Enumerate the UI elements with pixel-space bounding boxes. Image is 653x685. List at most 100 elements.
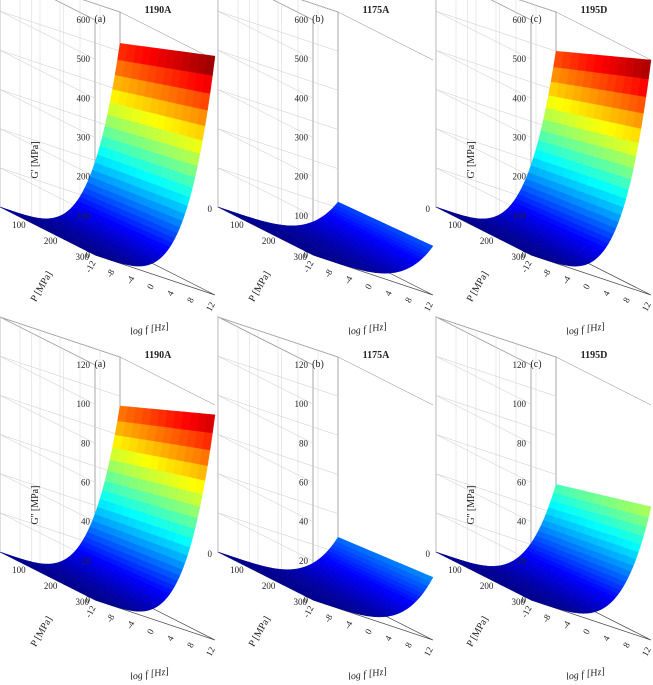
z-tick-label: 400 xyxy=(295,93,309,103)
panel-label: (a) xyxy=(94,14,105,25)
z-tick-label: 80 xyxy=(517,438,527,448)
panel-label: (c) xyxy=(530,14,541,25)
z-axis-label: G'' [MPa] xyxy=(466,486,477,525)
logf-tick-label: -4 xyxy=(342,619,355,631)
chart-panel: 01002003004005006000100200300-12-8-40481… xyxy=(208,0,435,338)
logf-tick-label: 4 xyxy=(601,633,612,642)
logf-tick-label: 4 xyxy=(165,288,176,297)
logf-tick-label: 0 xyxy=(363,282,374,291)
logf-tick-label: -12 xyxy=(301,604,315,619)
z-tick-label: 100 xyxy=(77,399,91,409)
z-tick-label: 20 xyxy=(81,556,91,566)
p-tick-label: 200 xyxy=(262,581,276,591)
logf-tick-label: 8 xyxy=(621,295,632,304)
z-tick-label: 80 xyxy=(299,438,309,448)
logf-tick-label: -4 xyxy=(560,619,573,631)
z-axis-label: G' [MPa] xyxy=(466,141,477,178)
back-wall-grid xyxy=(217,316,339,601)
p-tick-label: 300 xyxy=(76,597,90,607)
z-axis-label: G'' [MPa] xyxy=(30,486,41,525)
box-edge xyxy=(555,11,652,61)
logf-tick-label: 0 xyxy=(581,282,592,291)
panel-title: 1195D xyxy=(581,350,608,361)
logf-tick-label: 4 xyxy=(601,288,612,297)
z-tick-label: 500 xyxy=(77,54,91,64)
box-edge xyxy=(337,11,434,61)
p-tick-label: 0 xyxy=(208,549,213,559)
logf-tick-label: 12 xyxy=(422,300,435,313)
p-tick-label: 100 xyxy=(448,565,462,575)
back-wall-grid xyxy=(0,0,121,256)
z-tick-label: 60 xyxy=(299,478,309,488)
logf-tick-label: -12 xyxy=(83,604,97,619)
logf-axis-label: log f [Hz] xyxy=(565,321,606,337)
p-axis-label: P [MPa] xyxy=(29,615,55,649)
logf-tick-label: 4 xyxy=(383,633,394,642)
logf-tick-label: 12 xyxy=(422,645,435,658)
z-tick-label: 600 xyxy=(513,15,527,25)
p-tick-label: 100 xyxy=(12,220,26,230)
surface xyxy=(435,50,652,267)
z-tick-label: 500 xyxy=(513,54,527,64)
p-tick-label: 300 xyxy=(294,252,308,262)
z-tick-label: 300 xyxy=(295,133,309,143)
logf-axis-label: log f [Hz] xyxy=(347,666,388,682)
panel-label: (b) xyxy=(312,14,324,25)
p-tick-label: 300 xyxy=(76,252,90,262)
logf-tick-label: -8 xyxy=(322,267,335,279)
z-tick-label: 60 xyxy=(81,478,91,488)
p-tick-label: 100 xyxy=(230,220,244,230)
logf-tick-label: 0 xyxy=(581,627,592,636)
p-axis-label: P [MPa] xyxy=(29,270,55,304)
p-tick-label: 100 xyxy=(230,565,244,575)
p-tick-label: 0 xyxy=(208,204,213,214)
chart-panel: 0204060801001200100200300-12-8-404812G''… xyxy=(0,316,217,683)
logf-tick-label: 4 xyxy=(165,633,176,642)
logf-tick-label: -4 xyxy=(124,274,137,286)
p-tick-label: 0 xyxy=(426,204,431,214)
panel-title: 1190A xyxy=(145,5,172,16)
logf-tick-label: 8 xyxy=(403,295,414,304)
logf-tick-label: 12 xyxy=(204,300,217,313)
p-axis-label: P [MPa] xyxy=(247,270,273,304)
p-tick-label: 300 xyxy=(512,252,526,262)
p-tick-label: 200 xyxy=(480,581,494,591)
logf-tick-label: -4 xyxy=(560,274,573,286)
z-tick-label: 40 xyxy=(299,517,309,527)
p-tick-label: 200 xyxy=(262,236,276,246)
p-axis-label: P [MPa] xyxy=(465,615,491,649)
z-tick-label: 20 xyxy=(299,556,309,566)
logf-tick-label: 12 xyxy=(640,645,653,658)
logf-tick-label: 8 xyxy=(185,295,196,304)
surface xyxy=(0,405,216,612)
logf-tick-label: 8 xyxy=(621,640,632,649)
surface xyxy=(435,484,652,614)
logf-tick-label: -4 xyxy=(124,619,137,631)
logf-tick-label: -8 xyxy=(104,612,117,624)
p-tick-label: 200 xyxy=(480,236,494,246)
z-tick-label: 40 xyxy=(81,517,91,527)
z-tick-label: 120 xyxy=(513,360,527,370)
z-tick-label: 500 xyxy=(295,54,309,64)
logf-axis-label: log f [Hz] xyxy=(347,321,388,337)
logf-tick-label: 8 xyxy=(185,640,196,649)
surface xyxy=(0,43,216,267)
logf-tick-label: 0 xyxy=(145,282,156,291)
z-tick-label: 100 xyxy=(77,211,91,221)
z-axis-label: G' [MPa] xyxy=(30,141,41,178)
p-tick-label: 300 xyxy=(294,597,308,607)
z-tick-label: 120 xyxy=(77,360,91,370)
logf-axis-label: log f [Hz] xyxy=(129,666,170,682)
logf-tick-label: -8 xyxy=(322,612,335,624)
logf-tick-label: 0 xyxy=(363,627,374,636)
p-tick-label: 100 xyxy=(12,565,26,575)
logf-tick-label: 8 xyxy=(403,640,414,649)
p-tick-label: 200 xyxy=(44,581,58,591)
z-tick-label: 100 xyxy=(513,399,527,409)
z-tick-label: 0 xyxy=(304,250,309,260)
box-edge xyxy=(337,356,434,406)
z-tick-label: 400 xyxy=(513,93,527,103)
surface-patch xyxy=(640,59,652,80)
z-tick-label: 20 xyxy=(517,556,527,566)
